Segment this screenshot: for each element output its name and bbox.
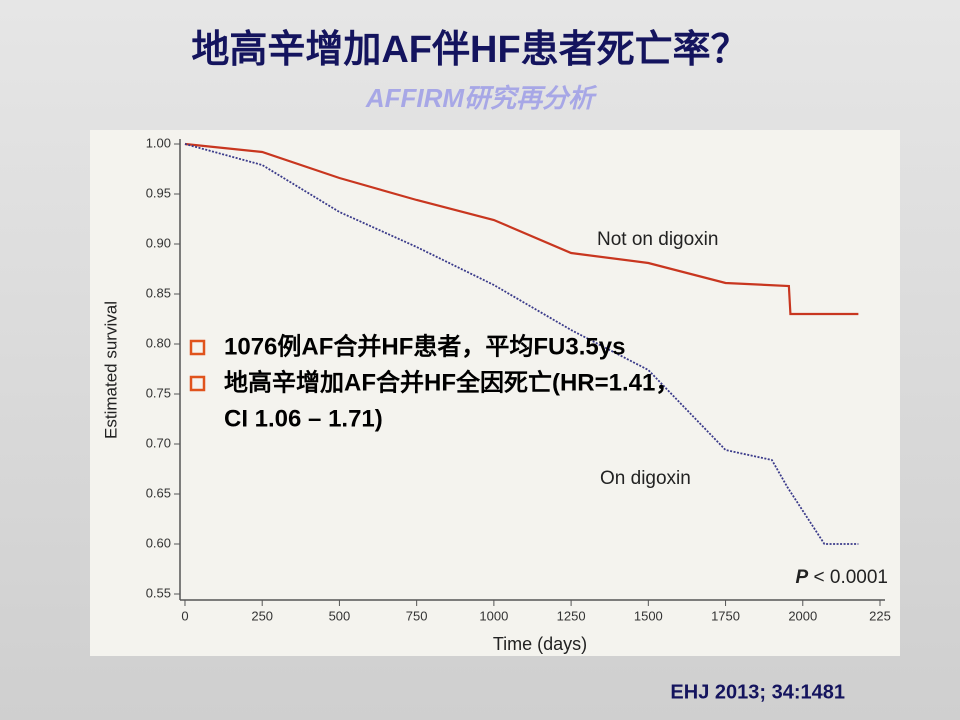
bullet-text: 地高辛增加AF合并HF全因死亡(HR=1.41，	[224, 368, 679, 396]
y-tick-label: 0.85	[146, 285, 171, 300]
x-tick-label: 1250	[557, 608, 586, 623]
bullet-text: CI 1.06 – 1.71)	[224, 405, 383, 432]
p-value: P < 0.0001	[796, 567, 888, 588]
series-label: On digoxin	[600, 468, 691, 489]
chart-panel	[90, 130, 900, 656]
bullet-text: 1076例AF合并HF患者，平均FU3.5ys	[224, 332, 625, 360]
y-tick-label: 0.55	[146, 585, 171, 600]
citation: EHJ 2013; 34:1481	[670, 681, 845, 703]
slide-subtitle: AFFIRM研究再分析	[365, 83, 598, 113]
series-label: Not on digoxin	[597, 229, 718, 250]
y-tick-label: 0.95	[146, 185, 171, 200]
x-tick-label: 0	[181, 608, 188, 623]
x-tick-label: 2000	[788, 608, 817, 623]
y-tick-label: 0.75	[146, 385, 171, 400]
x-axis-label: Time (days)	[493, 634, 587, 654]
x-tick-label: 225	[869, 608, 891, 623]
bullets: 1076例AF合并HF患者，平均FU3.5ys 地高辛增加AF合并HF全因死亡(H…	[189, 332, 679, 432]
y-tick-label: 0.80	[146, 335, 171, 350]
bullet-marker	[189, 375, 206, 392]
y-tick-label: 0.90	[146, 235, 171, 250]
y-tick-label: 0.60	[146, 535, 171, 550]
y-tick-label: 0.70	[146, 435, 171, 450]
survival-line	[184, 142, 859, 316]
x-tick-label: 1500	[634, 608, 663, 623]
y-tick-label: 0.65	[146, 485, 171, 500]
plot: 0.55 0.60 0.65 0.70 0.75 0.80 0.85 0.90 0.95 1.00…	[146, 135, 891, 623]
x-tick-label: 1000	[479, 608, 508, 623]
x-tick-label: 750	[406, 608, 428, 623]
y-tick-label: 1.00	[146, 135, 171, 150]
y-axis-label: Estimated survival	[101, 301, 120, 439]
x-tick-label: 500	[329, 608, 351, 623]
x-tick-label: 250	[251, 608, 273, 623]
slide-title: 地高辛增加AF伴HF患者死亡率？	[191, 29, 748, 71]
survival-line	[184, 143, 859, 545]
p-symbol: P	[796, 567, 809, 588]
x-tick-label: 1750	[711, 608, 740, 623]
p-text: < 0.0001	[814, 567, 889, 588]
bullet-marker	[189, 339, 206, 356]
